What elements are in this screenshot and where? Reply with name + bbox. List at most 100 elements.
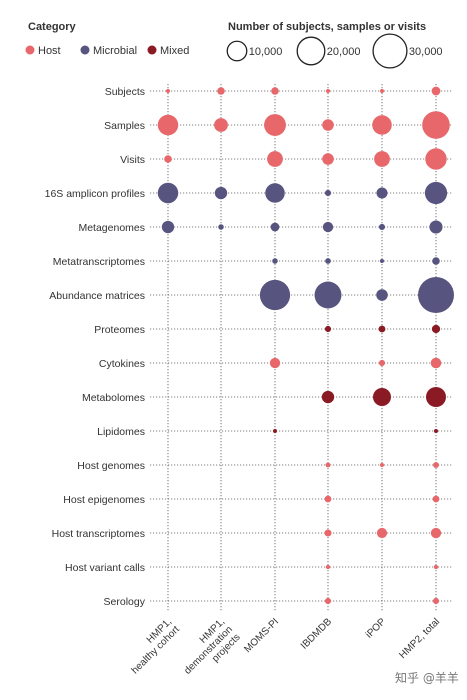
bubble	[430, 527, 442, 539]
column-label: iPOP	[364, 616, 389, 641]
legend-swatch-mixed	[147, 45, 157, 55]
row-label: Host genomes	[77, 460, 145, 472]
bubble	[314, 281, 342, 309]
column-label-line: HMP2, total	[397, 616, 442, 661]
row-label: Samples	[104, 120, 145, 132]
row-labels: Subjects Samples Visits 16S amplicon profil…	[45, 86, 146, 608]
column-label: HMP2, total	[397, 616, 442, 661]
bubble	[321, 390, 335, 404]
row-label: 16S amplicon profiles	[45, 188, 145, 200]
bubble	[432, 597, 440, 605]
bubble	[432, 257, 440, 265]
bubble	[265, 183, 285, 203]
bubble	[425, 386, 447, 408]
bubble	[431, 86, 441, 96]
bubble	[267, 151, 283, 167]
bubble	[157, 182, 179, 204]
column-label: IBDMDB	[299, 616, 335, 652]
bubble	[270, 222, 280, 232]
bubble	[324, 529, 332, 537]
bubble	[418, 277, 454, 313]
bubble	[376, 527, 388, 539]
bubble	[374, 151, 390, 167]
bubble	[433, 564, 439, 570]
bubble	[325, 258, 331, 264]
bubble	[380, 89, 384, 93]
row-label: Metagenomes	[78, 222, 145, 234]
row-label: Abundance matrices	[49, 290, 145, 302]
bubble	[271, 87, 279, 95]
bubble	[380, 463, 384, 467]
size-legend-label: 30,000	[409, 46, 443, 58]
bubbles	[157, 86, 454, 605]
bubble	[434, 429, 438, 433]
bubble	[272, 258, 278, 264]
grid-lines	[150, 84, 452, 612]
size-legend: 10,000 20,000 30,000	[226, 33, 443, 69]
row-label: Host variant calls	[65, 562, 145, 574]
bubble	[259, 279, 291, 311]
bubble	[166, 89, 170, 93]
bubble	[325, 564, 331, 570]
bubble	[432, 495, 440, 503]
row-label: Host epigenomes	[63, 494, 145, 506]
bubble	[433, 462, 439, 468]
bubble	[422, 111, 450, 139]
bubble	[322, 221, 334, 233]
bubble	[324, 597, 332, 605]
bubble	[324, 495, 332, 503]
bubble	[376, 187, 388, 199]
row-label: Metabolomes	[82, 392, 145, 404]
size-legend-label: 10,000	[249, 46, 283, 58]
row-label: Proteomes	[94, 324, 145, 336]
bubble	[380, 259, 384, 263]
bubble	[378, 325, 386, 333]
bubble	[264, 114, 286, 136]
bubble	[372, 115, 392, 135]
row-label: Visits	[120, 154, 145, 166]
column-label: MOMS-PI	[242, 616, 281, 655]
column-label-line: iPOP	[364, 616, 389, 641]
bubble	[164, 155, 172, 163]
category-legend: Host Microbial Mixed	[25, 45, 189, 57]
size-legend-circle	[372, 33, 408, 69]
bubble	[429, 220, 443, 234]
bubble	[431, 324, 441, 334]
size-legend-title: Number of subjects, samples or visits	[228, 21, 426, 33]
size-legend-circle	[296, 36, 326, 66]
bubble	[324, 189, 332, 197]
bubble	[326, 89, 330, 93]
bubble	[161, 220, 175, 234]
column-label: HMP1,healthy cohort	[122, 616, 182, 676]
bubble	[269, 357, 281, 369]
category-legend-title: Category	[28, 21, 77, 33]
bubble	[324, 325, 332, 333]
bubble	[378, 359, 386, 367]
bubble	[217, 87, 225, 95]
legend-label-mixed: Mixed	[160, 45, 189, 57]
bubble	[322, 153, 334, 165]
row-label: Serology	[104, 596, 146, 608]
row-label: Host transcriptomes	[52, 528, 145, 540]
bubble	[373, 388, 391, 406]
bubble	[378, 223, 386, 231]
legend-label-host: Host	[38, 45, 61, 57]
bubble	[325, 462, 331, 468]
bubble	[425, 148, 447, 170]
bubble	[214, 186, 228, 200]
row-label: Cytokines	[99, 358, 145, 370]
row-label: Lipidomes	[97, 426, 145, 438]
bubble	[376, 289, 388, 301]
size-legend-label: 20,000	[327, 46, 361, 58]
row-label: Metatranscriptomes	[53, 256, 145, 268]
bubble	[157, 114, 179, 136]
bubble	[218, 224, 224, 230]
legend-swatch-host	[25, 45, 35, 55]
legend-label-microbial: Microbial	[93, 45, 137, 57]
bubble	[322, 119, 334, 131]
bubble	[430, 357, 442, 369]
watermark-text: 知乎 @羊羊	[395, 670, 459, 685]
column-label-line: MOMS-PI	[242, 616, 281, 655]
column-label-line: IBDMDB	[299, 616, 335, 652]
